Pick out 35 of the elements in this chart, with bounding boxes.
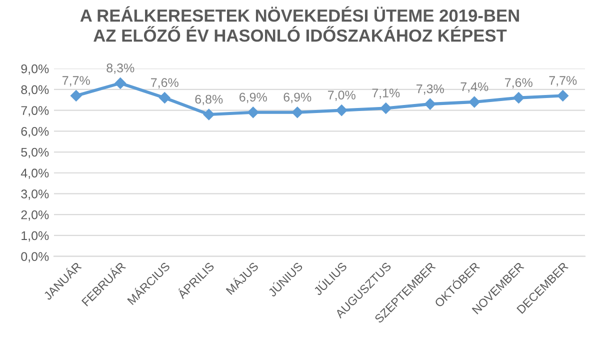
- data-label: 7,6%: [151, 78, 178, 88]
- point: [513, 92, 524, 104]
- y-tick-label: 9,0%: [21, 64, 49, 75]
- point: [557, 90, 568, 102]
- data-label: 8,3%: [106, 64, 134, 74]
- data-label: 7,4%: [460, 82, 488, 93]
- y-tick-label: 7,0%: [21, 106, 49, 116]
- point: [336, 104, 348, 116]
- data-label: 7,3%: [416, 84, 444, 95]
- y-tick-label: 6,0%: [21, 126, 49, 138]
- point: [468, 96, 480, 108]
- point: [203, 108, 214, 120]
- y-tick-label: 5,0%: [21, 148, 49, 158]
- point: [114, 78, 126, 89]
- data-label: 6,9%: [240, 92, 267, 104]
- chart-title: A REÁLKERESETEK NÖVEKEDÉSI ÜTEME 2019-BEN AZ ELŐZŐ ÉV HASONLÓ IDŐSZAKÁHOZ KÉPEST: [80, 6, 519, 42]
- point: [292, 106, 303, 118]
- point: [248, 106, 259, 118]
- y-tick-label: 3,0%: [21, 190, 49, 200]
- point: [424, 98, 436, 110]
- data-label: 6,9%: [284, 92, 312, 104]
- data-label: 7,7%: [62, 76, 90, 86]
- y-tick-label: 8,0%: [21, 85, 49, 96]
- data-label: 7,7%: [549, 76, 577, 86]
- point: [70, 90, 82, 102]
- data-label: 7,6%: [505, 78, 532, 88]
- point: [380, 102, 392, 114]
- y-tick-label: 1,0%: [22, 231, 49, 242]
- y-tick-label: 4,0%: [20, 168, 49, 180]
- y-tick-label: 0,0%: [21, 252, 49, 262]
- data-label: 7,0%: [328, 90, 356, 101]
- data-label: 7,1%: [372, 88, 400, 99]
- data-label: 6,8%: [195, 94, 223, 106]
- y-tick-label: 2,0%: [21, 210, 49, 221]
- point: [159, 92, 170, 104]
